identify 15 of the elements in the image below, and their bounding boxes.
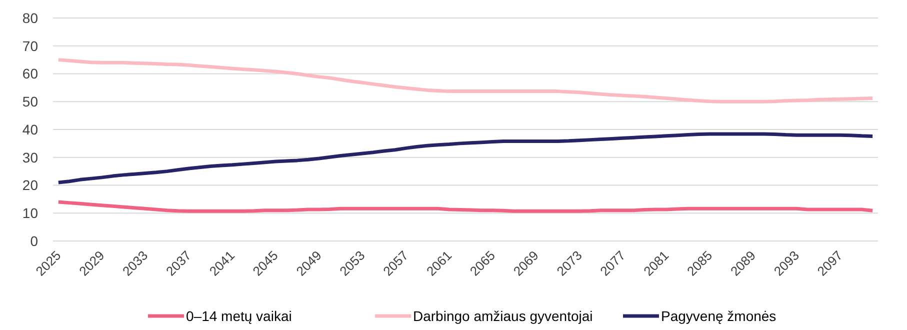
y-tick-label: 0 <box>30 232 38 249</box>
line-series <box>56 58 874 104</box>
line-series <box>56 132 874 184</box>
y-tick-label: 30 <box>22 149 38 166</box>
legend-label: 0–14 metų vaikai <box>186 308 292 324</box>
y-tick-label: 80 <box>22 10 38 26</box>
y-tick-label: 50 <box>22 94 38 110</box>
y-tick-label: 40 <box>22 121 38 138</box>
legend-label: Pagyvenę žmonės <box>661 308 776 324</box>
line-series <box>56 200 874 213</box>
y-tick-label: 70 <box>22 38 38 54</box>
y-tick-label: 60 <box>22 66 38 82</box>
y-tick-label: 20 <box>22 177 38 194</box>
y-tick-label: 10 <box>22 205 38 222</box>
legend-label: Darbingo amžiaus gyventojai <box>413 308 593 324</box>
